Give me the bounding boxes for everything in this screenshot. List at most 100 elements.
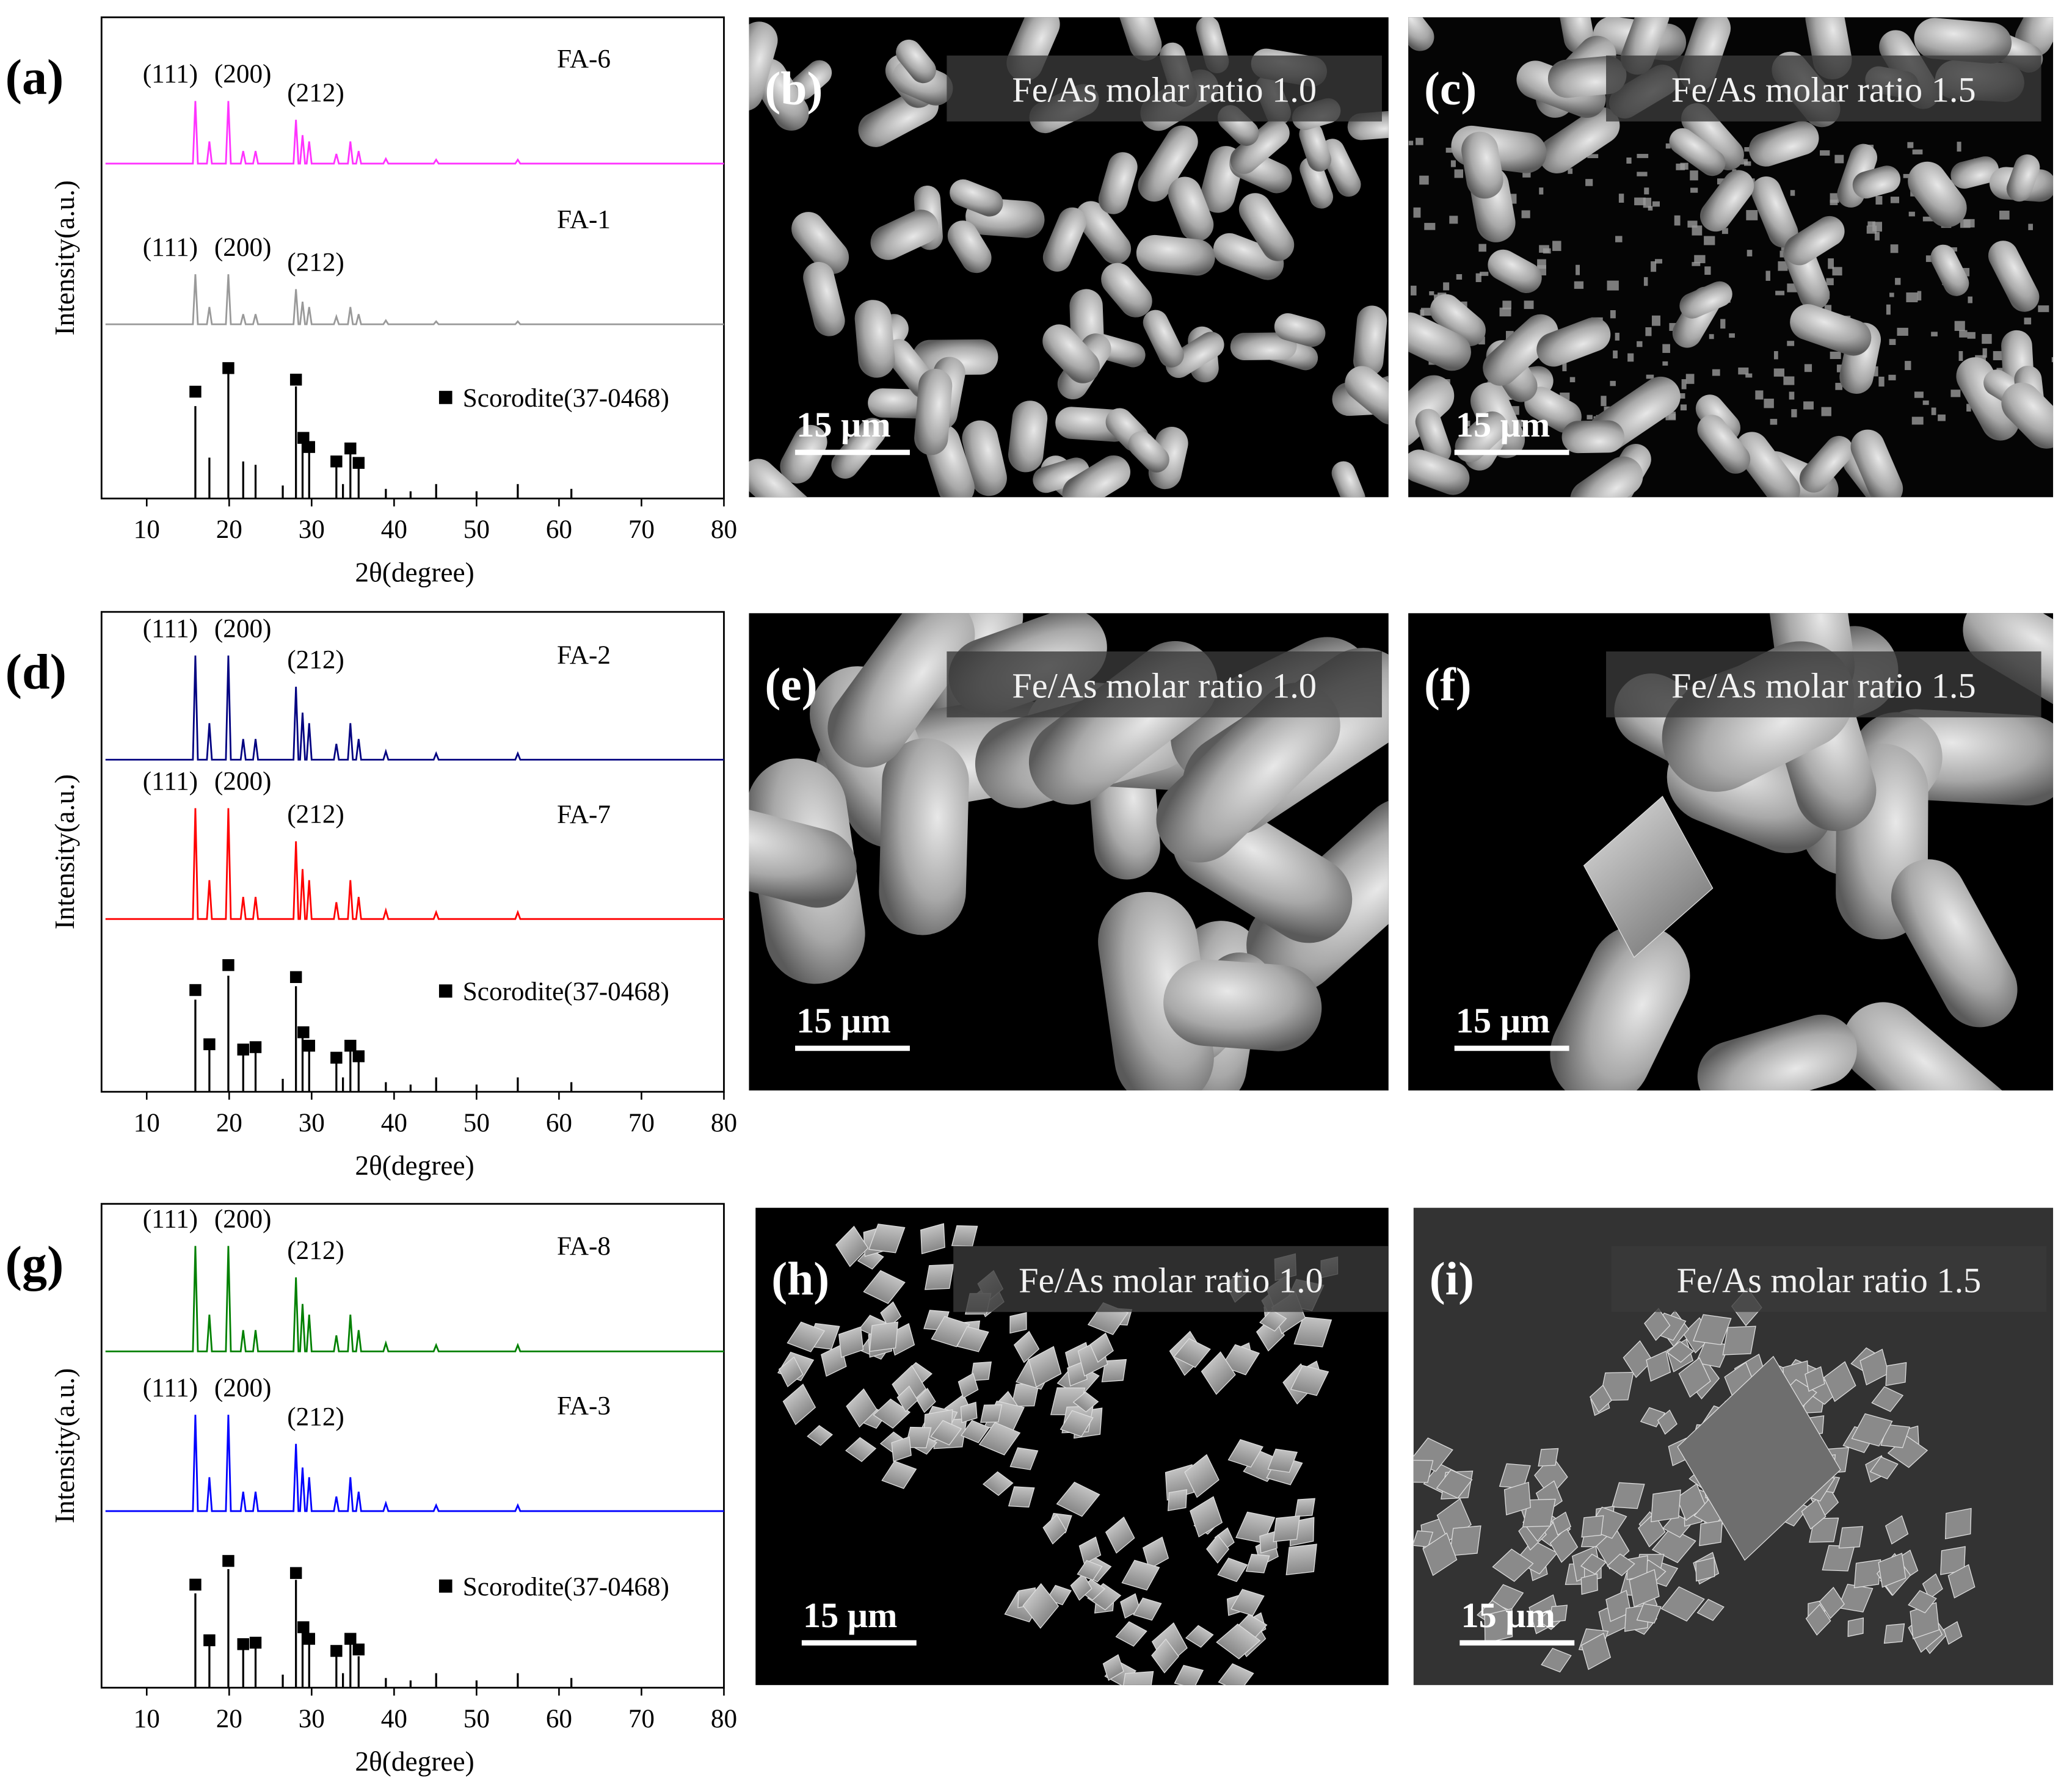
debris: [1613, 350, 1618, 358]
crystal: [1887, 1435, 1928, 1468]
crystal: [1847, 1617, 1864, 1638]
crystal: [978, 1421, 1021, 1456]
debris: [1834, 154, 1844, 164]
crystal: [1801, 1498, 1827, 1530]
reference-marker: [222, 959, 234, 971]
particle: [1345, 366, 1389, 425]
debris: [1791, 409, 1797, 418]
reference-marker: [297, 432, 310, 444]
debris: [1568, 168, 1573, 174]
debris: [1449, 216, 1458, 224]
x-axis-label: 2θ(degree): [355, 1746, 474, 1777]
debris: [1676, 163, 1685, 170]
particle: [1274, 313, 1326, 347]
crystal: [778, 1356, 804, 1388]
crystal: [846, 1388, 878, 1428]
reference-marker: [189, 385, 202, 398]
debris: [1685, 374, 1695, 384]
sem-content: [1413, 1287, 1976, 1673]
crystal: [1549, 1527, 1579, 1563]
crystal: [1185, 1625, 1214, 1648]
particle: [1075, 201, 1132, 264]
particle: [1042, 324, 1100, 383]
debris: [1907, 142, 1914, 148]
debris: [1908, 211, 1915, 217]
reference-marker: [222, 362, 234, 374]
debris: [1626, 157, 1632, 164]
crystal: [1217, 1558, 1248, 1583]
debris: [1744, 161, 1751, 166]
crystal: [1009, 1447, 1039, 1470]
panel-label: (f): [1424, 658, 1472, 711]
particle: [1669, 128, 1726, 176]
crystal: [1580, 1553, 1607, 1575]
debris: [1821, 407, 1831, 416]
crystal: [787, 1321, 826, 1352]
crystal: [1822, 1545, 1855, 1572]
crystal: [807, 1425, 833, 1446]
particle: [1168, 176, 1214, 242]
crystal: [1060, 1410, 1094, 1437]
reference-marker: [330, 1051, 343, 1064]
debris: [1681, 379, 1687, 390]
particle: [1163, 959, 1322, 1051]
reference-marker: [289, 971, 302, 984]
crystal: [1105, 1516, 1135, 1554]
peak-label: (200): [214, 614, 272, 643]
debris: [1637, 341, 1643, 347]
crystal: [1267, 1448, 1298, 1473]
particle: [1908, 161, 1967, 228]
reference-marker: [352, 1050, 365, 1062]
debris: [1830, 351, 1841, 360]
crystal: [1947, 1564, 1976, 1598]
crystal: [1580, 1573, 1598, 1595]
debris: [1463, 420, 1470, 427]
x-tick-label: 20: [216, 1705, 242, 1733]
crystal: [1838, 1526, 1864, 1549]
particle: [854, 300, 895, 378]
particle: [1697, 1014, 1857, 1090]
debris: [1665, 413, 1676, 421]
crystal: [1230, 1589, 1265, 1616]
debris: [1662, 361, 1668, 366]
particle: [1408, 375, 1455, 448]
debris: [1424, 223, 1436, 230]
particle: [1408, 17, 1434, 51]
scale-bar-label: 15 μm: [796, 1001, 890, 1040]
debris: [1637, 172, 1648, 176]
debris: [1694, 255, 1706, 264]
series-name: FA-6: [557, 45, 611, 73]
particle: [1914, 18, 2012, 64]
debris: [1524, 300, 1534, 310]
debris: [1803, 401, 1814, 410]
particle: [1956, 357, 2019, 441]
debris: [1959, 330, 1968, 338]
debris: [1890, 244, 1899, 253]
x-tick-label: 20: [216, 515, 242, 544]
debris: [1836, 365, 1842, 372]
crystal: [1227, 1438, 1263, 1468]
peak-label: (200): [214, 60, 272, 89]
crystal: [1651, 1489, 1681, 1523]
crystal: [1636, 1603, 1662, 1623]
debris: [1445, 147, 1456, 153]
debris: [1783, 376, 1795, 385]
particle: [1483, 314, 1558, 386]
debris: [1773, 368, 1785, 377]
particle: [962, 420, 1007, 496]
crystal: [1583, 796, 1714, 959]
reference-marker: [330, 1645, 343, 1657]
debris: [1413, 207, 1421, 218]
debris: [1607, 280, 1619, 291]
debris: [1866, 225, 1877, 234]
crystal: [1087, 1583, 1122, 1611]
debris: [2038, 305, 2049, 313]
reference-marker: [289, 1567, 302, 1580]
crystal: [1499, 1463, 1531, 1489]
particle: [831, 418, 886, 479]
crystal: [1151, 1638, 1179, 1674]
particle: [1559, 17, 1594, 54]
debris: [1747, 250, 1753, 256]
debris: [1826, 278, 1834, 286]
x-tick-label: 60: [546, 1109, 572, 1137]
